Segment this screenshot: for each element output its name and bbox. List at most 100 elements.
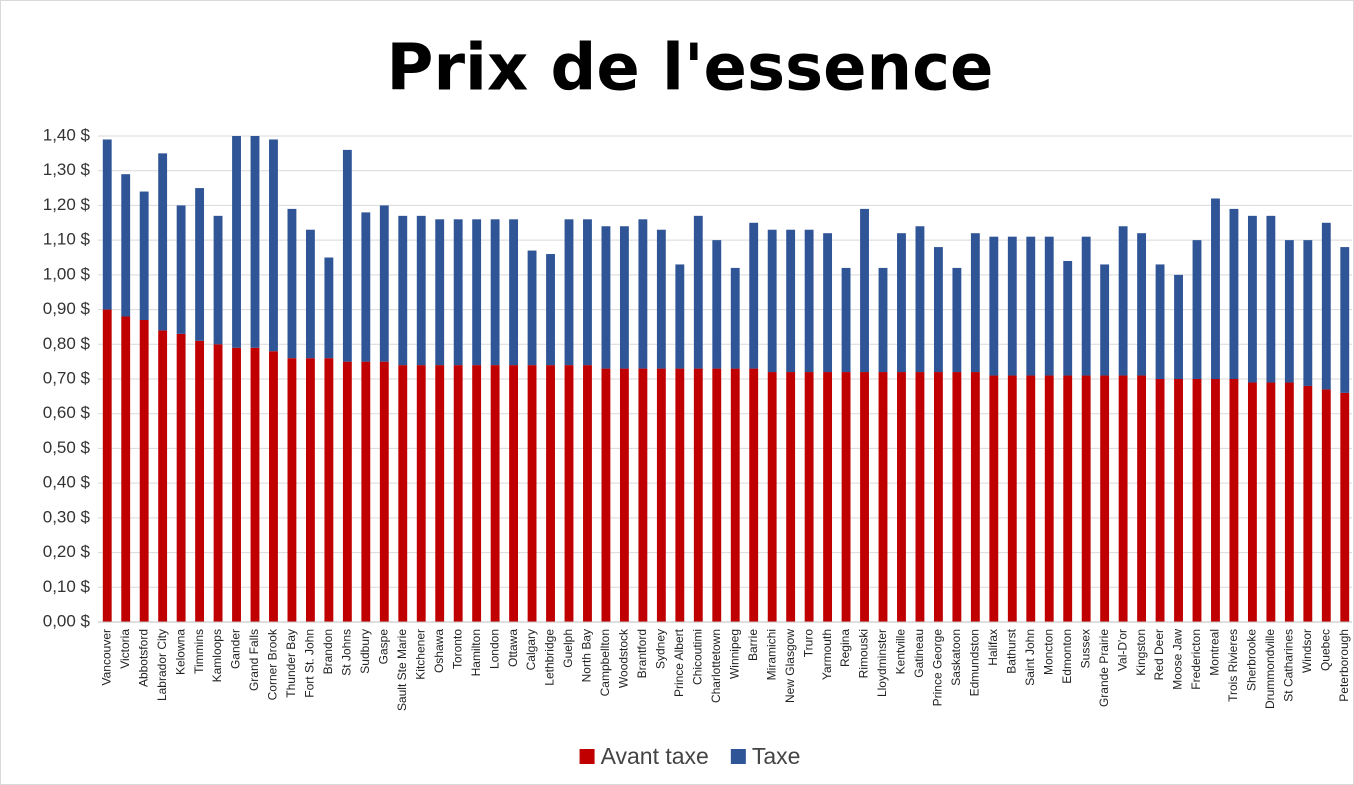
x-tick-label: Sudbury [358, 629, 372, 674]
bar-segment [897, 233, 906, 373]
bar-segment [121, 316, 131, 622]
x-tick-label: Vancouver [99, 629, 113, 685]
bar-segment [1137, 233, 1147, 376]
bar-segment [860, 372, 869, 622]
bar-segment [250, 136, 260, 348]
x-tick-label: Guelph [561, 629, 575, 668]
x-tick-label: Calgary [524, 629, 538, 670]
bar-segment [232, 347, 241, 622]
x-tick-label: Campbellton [598, 629, 612, 696]
x-tick-label: Halifax [986, 629, 1000, 666]
chart-title: Prix de l'essence [387, 32, 994, 106]
bar-segment [1266, 215, 1276, 383]
bar-segment [1063, 375, 1073, 622]
x-tick-label: St Catharines [1282, 629, 1296, 702]
bar-segment [619, 368, 629, 622]
bar-segment [1100, 264, 1110, 376]
bar-segment [546, 365, 555, 622]
bar-segment [250, 347, 260, 622]
bar-segment [786, 229, 796, 373]
x-tick-label: North Bay [580, 629, 594, 682]
legend-swatch [730, 749, 746, 764]
bar-segment [453, 219, 463, 366]
bar-segment [490, 365, 500, 622]
bar-segment [989, 236, 999, 376]
x-tick-label: Labrador City [155, 629, 169, 701]
bar-segment [121, 174, 131, 317]
bar-segment [324, 358, 334, 622]
bar-segment [342, 149, 352, 362]
y-tick-label: 0,60 $ [43, 403, 91, 422]
x-tick-label: Edmonton [1060, 629, 1074, 684]
bar-segment [749, 222, 759, 369]
bar-segment [878, 372, 888, 622]
y-tick-label: 1,20 $ [43, 195, 91, 214]
bar-segment [1100, 375, 1110, 622]
x-tick-label: Moose Jaw [1171, 629, 1185, 690]
bar-segment [398, 365, 408, 622]
x-tick-label: Quebec [1318, 629, 1332, 671]
bar-segment [527, 250, 537, 366]
bar-segment [269, 351, 278, 622]
y-tick-label: 1,40 $ [43, 125, 91, 144]
bar-segment [1063, 260, 1073, 376]
bar-segment [915, 372, 925, 622]
y-tick-label: 0,50 $ [43, 438, 91, 457]
bar-segment [472, 365, 482, 622]
y-tick-label: 0,10 $ [43, 577, 91, 596]
bar-segment [601, 226, 611, 369]
x-tick-label: Saskatoon [949, 629, 963, 686]
bar-segment [1044, 375, 1054, 622]
bar-segment [1118, 375, 1128, 622]
x-tick-label: Trois Rivieres [1226, 629, 1240, 702]
x-tick-label: Chicoutimi [690, 629, 704, 685]
bar-segment [841, 372, 851, 622]
bar-segment [1026, 236, 1036, 376]
bar-segment [435, 365, 445, 622]
x-tick-label: Prince George [931, 629, 945, 707]
x-tick-label: Woodstock [617, 628, 631, 688]
bar-segment [195, 188, 205, 341]
x-tick-label: Thunder Bay [284, 629, 298, 698]
bar-segment [841, 267, 851, 373]
bar-segment [1340, 247, 1350, 393]
bar-segment [287, 358, 297, 622]
x-tick-label: Fredericton [1189, 629, 1203, 690]
bar-segment [1321, 222, 1331, 390]
x-tick-label: Kingston [1134, 629, 1148, 676]
x-tick-label: Winnipeg [727, 629, 741, 679]
bar-segment [176, 205, 186, 334]
bar-segment [601, 368, 611, 622]
x-tick-label: Sherbrooke [1245, 629, 1259, 691]
x-tick-label: Timmins [192, 629, 206, 674]
bar-segment [730, 368, 740, 622]
y-tick-label: 1,30 $ [43, 160, 91, 179]
bar-segment [1303, 240, 1313, 386]
x-tick-label: Rimouski [857, 629, 871, 678]
bar-segment [1081, 236, 1091, 376]
bar-segment [693, 368, 703, 622]
bar-segment [213, 215, 223, 345]
bar-segment [823, 372, 833, 622]
x-tick-label: Truro [801, 629, 815, 658]
bar-segment [675, 368, 685, 622]
bar-segment [712, 240, 722, 369]
bar-segment [269, 139, 278, 352]
x-tick-label: Gatineau [912, 629, 926, 678]
y-tick-label: 0,30 $ [43, 507, 91, 526]
x-tick-label: Montreal [1208, 629, 1222, 676]
bar-segment [749, 368, 759, 622]
bar-segment [195, 340, 205, 622]
bar-segment [767, 229, 777, 373]
bar-segment [158, 153, 168, 331]
bar-segment [102, 139, 112, 310]
x-tick-label: Regina [838, 629, 852, 667]
bar-segment [490, 219, 500, 366]
y-tick-label: 1,00 $ [43, 264, 91, 283]
legend-label: Avant taxe [601, 743, 709, 769]
x-tick-label: Oshawa [432, 629, 446, 673]
bar-segment [1284, 240, 1294, 383]
bar-segment [361, 361, 371, 622]
bar-segment [509, 365, 519, 622]
